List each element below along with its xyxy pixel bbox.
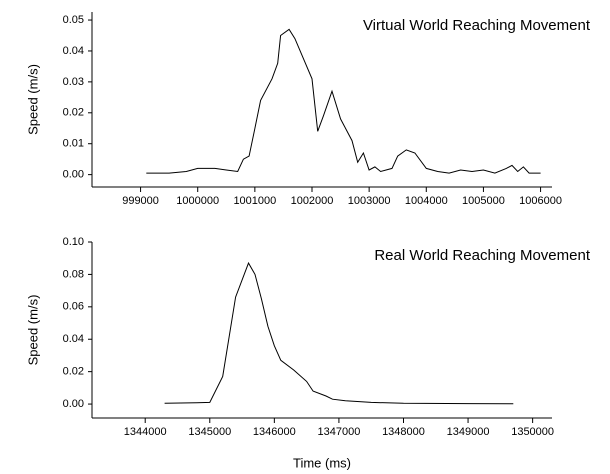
y-tick-label: 0.00: [63, 398, 84, 410]
x-tick-label: 1348000: [382, 426, 425, 438]
x-tick-label: 1350000: [511, 426, 554, 438]
x-tick-label: 1006000: [519, 195, 562, 207]
y-tick-label: 0.06: [63, 301, 84, 313]
x-tick-label: 1001000: [233, 195, 276, 207]
x-tick-label: 1004000: [405, 195, 448, 207]
y-tick-label: 0.05: [63, 14, 84, 26]
x-tick-label: 1346000: [253, 426, 296, 438]
y-axis-label: Speed (m/s): [25, 295, 40, 366]
x-tick-label: 1345000: [188, 426, 231, 438]
x-tick-label: 1003000: [348, 195, 391, 207]
y-tick-label: 0.02: [63, 107, 84, 119]
x-tick-label: 1005000: [462, 195, 505, 207]
x-tick-label: 1347000: [318, 426, 361, 438]
line: [164, 261, 514, 405]
y-tick-label: 0.00: [63, 169, 84, 181]
y-tick-label: 0.10: [63, 236, 84, 248]
y-tick-label: 0.08: [63, 268, 84, 280]
y-tick-label: 0.04: [63, 333, 84, 345]
x-tick-label: 999000: [122, 195, 159, 207]
x-axis-label: Time (ms): [293, 455, 351, 470]
x-tick-label: 1344000: [124, 426, 167, 438]
chart-title: Virtual World Reaching Movement: [363, 17, 591, 34]
y-tick-label: 0.04: [63, 45, 84, 57]
x-tick-label: 1002000: [291, 195, 334, 207]
y-tick-label: 0.03: [63, 76, 84, 88]
x-tick-label: 1349000: [447, 426, 490, 438]
y-axis-label: Speed (m/s): [25, 64, 40, 135]
x-tick-label: 1000000: [176, 195, 219, 207]
y-tick-label: 0.01: [63, 138, 84, 150]
chart-title: Real World Reaching Movement: [374, 247, 590, 264]
line: [146, 28, 541, 174]
y-tick-label: 0.02: [63, 366, 84, 378]
